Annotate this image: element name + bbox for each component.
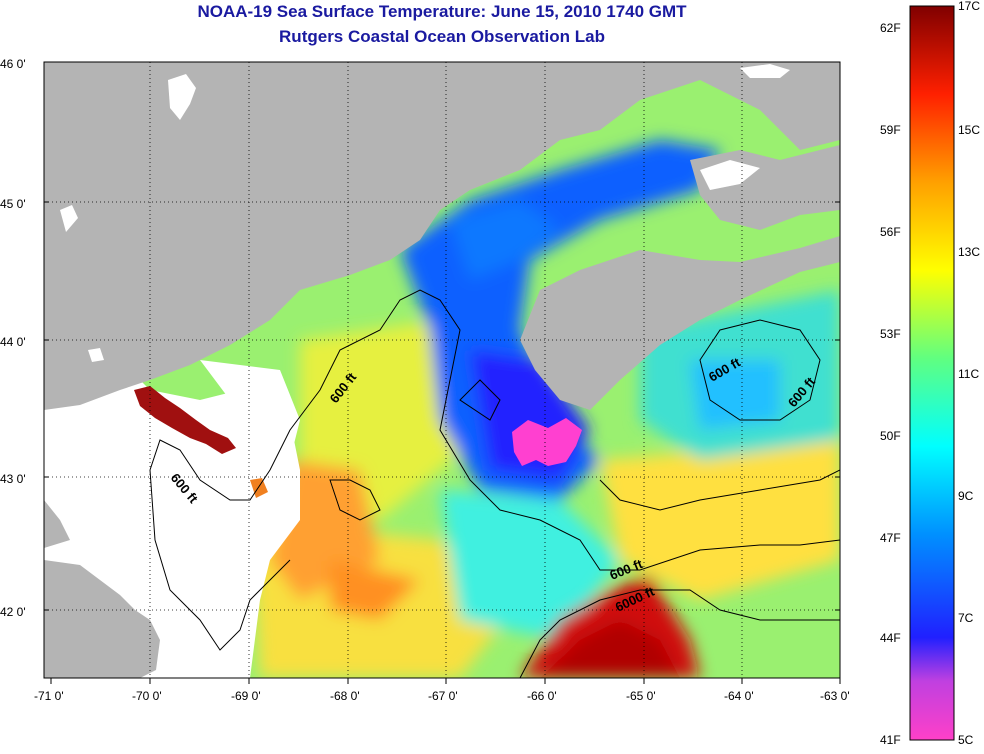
map-title: NOAA-19 Sea Surface Temperature: June 15… <box>197 2 687 21</box>
sst-field <box>250 140 840 678</box>
contours <box>149 289 840 678</box>
colorbar-celsius-labels: 17C 15C 13C 11C 9C 7C 5C <box>958 0 980 747</box>
cold-patch <box>512 418 582 466</box>
lon-label-71: -71 0' <box>34 689 64 703</box>
map-subtitle: Rutgers Coastal Ocean Observation Lab <box>279 27 605 46</box>
cb-c-11: 11C <box>958 367 979 381</box>
cb-f-41: 41F <box>880 733 901 747</box>
lon-label-66: -66 0' <box>527 689 557 703</box>
lon-label-69: -69 0' <box>231 689 261 703</box>
cb-f-59: 59F <box>880 123 901 137</box>
cb-f-50: 50F <box>880 429 901 443</box>
cb-f-44: 44F <box>880 631 901 645</box>
lat-label-44: 44 0' <box>0 335 26 349</box>
lat-tick-labels: 46 0' 45 0' 44 0' 43 0' 42 0' <box>0 57 26 619</box>
lon-label-70: -70 0' <box>132 689 162 703</box>
lon-label-64: -64 0' <box>724 689 754 703</box>
lon-label-65: -65 0' <box>626 689 656 703</box>
lon-label-68: -68 0' <box>330 689 360 703</box>
lakes <box>60 64 790 362</box>
cb-c-7: 7C <box>958 611 974 625</box>
lat-label-45: 45 0' <box>0 197 26 211</box>
lat-label-43: 43 0' <box>0 472 26 486</box>
cb-f-62: 62F <box>880 21 901 35</box>
grid <box>44 62 840 678</box>
map-frame <box>43 61 841 679</box>
cb-c-15: 15C <box>958 123 980 137</box>
lon-tick-labels: -71 0' -70 0' -69 0' -68 0' -67 0' -66 0… <box>34 689 850 703</box>
map-area: 600 ft 600 ft 600 ft 600 ft 600 ft 6000 … <box>44 62 840 678</box>
cb-c-5: 5C <box>958 733 974 747</box>
lat-label-42: 42 0' <box>0 605 26 619</box>
cb-f-47: 47F <box>880 531 901 545</box>
colorbar: 62F 59F 56F 53F 50F 47F 44F 41F 17C 15C … <box>880 0 980 747</box>
cb-f-53: 53F <box>880 327 901 341</box>
colorbar-fahrenheit-labels: 62F 59F 56F 53F 50F 47F 44F 41F <box>880 21 901 747</box>
colorbar-gradient <box>909 5 955 741</box>
land <box>44 62 840 678</box>
cb-f-56: 56F <box>880 225 901 239</box>
cb-c-13: 13C <box>958 245 980 259</box>
cb-c-17: 17C <box>958 0 980 13</box>
warm-coastal-patch <box>134 386 236 454</box>
lon-label-63: -63 0' <box>820 689 850 703</box>
lon-label-67: -67 0' <box>428 689 458 703</box>
cb-c-9: 9C <box>958 489 974 503</box>
lat-label-46: 46 0' <box>0 57 26 71</box>
tick-marks <box>44 61 841 684</box>
